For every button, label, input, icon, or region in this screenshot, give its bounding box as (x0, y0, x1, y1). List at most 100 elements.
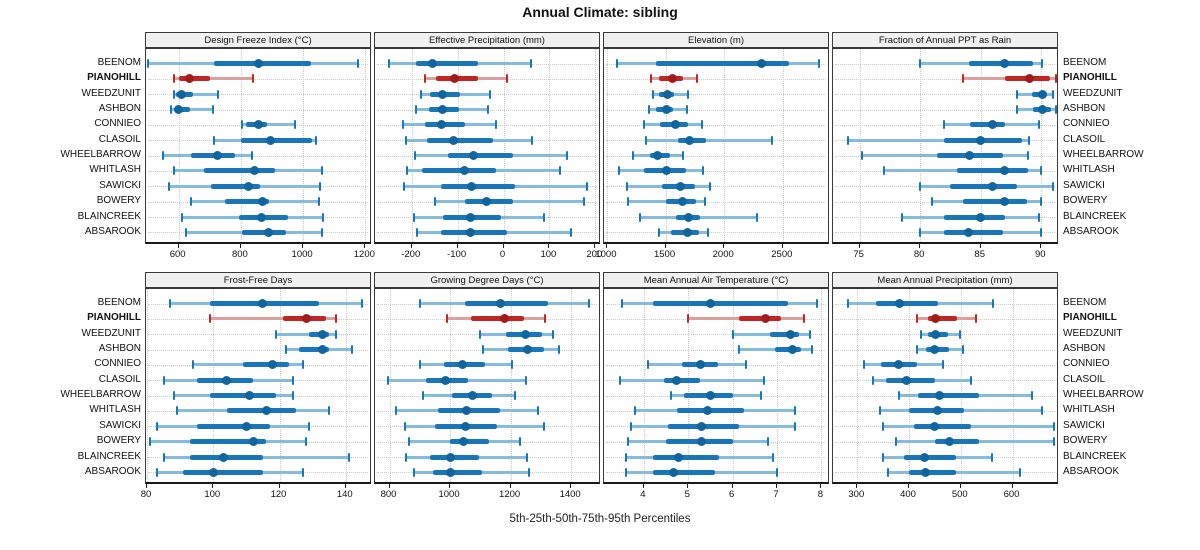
whisker-cap (632, 151, 635, 161)
row-guide (835, 109, 1055, 111)
row-guide (606, 186, 826, 188)
whisker-cap (208, 314, 211, 324)
axis-tick (364, 244, 366, 248)
axis-tick (145, 484, 147, 488)
whisker-cap (168, 181, 171, 191)
whisker-cap (882, 452, 885, 462)
gridline-x (909, 289, 911, 482)
whisker-cap (301, 467, 304, 477)
median-dot (894, 360, 904, 370)
median-dot (253, 120, 263, 130)
whisker-cap (387, 375, 390, 385)
panel-plot-design-freeze-index-c (145, 48, 371, 244)
median-dot (521, 329, 531, 339)
median-dot (318, 345, 328, 355)
site-label-connieo: CONNIEO (1063, 118, 1110, 130)
whisker-cap (687, 89, 690, 99)
median-dot (448, 135, 458, 145)
panel-plot-elevation-m (603, 48, 829, 244)
whisker-cap (760, 391, 763, 401)
gridline-x (782, 49, 784, 242)
whisker-cap (155, 421, 158, 431)
median-dot (895, 299, 905, 308)
median-dot (457, 360, 467, 370)
median-dot (253, 59, 263, 68)
median-dot (671, 375, 681, 385)
whisker-cap (213, 135, 216, 145)
whisker-cap (652, 89, 655, 99)
site-label-bowery: BOWERY (96, 195, 141, 207)
range-25-75 (226, 408, 297, 414)
whisker-cap (1054, 74, 1057, 84)
gridline-x (980, 49, 982, 242)
range-25-75 (944, 214, 1005, 220)
figure-title: Annual Climate: sibling (522, 4, 678, 20)
axis-tick-label: 90 (1034, 249, 1046, 260)
range-25-75 (209, 393, 277, 399)
axis-tick (570, 484, 572, 488)
axis-tick-label: 140 (336, 489, 353, 500)
panel-header-design-freeze-index-c: Design Freeze Index (°C) (145, 32, 371, 48)
axis-tick (344, 484, 346, 488)
whisker-cap (192, 360, 195, 370)
site-label-whitlash: WHITLASH (1063, 164, 1115, 176)
row-guide (606, 109, 826, 111)
panel-header-mean-annual-air-temperature-c: Mean Annual Air Temperature (°C) (603, 272, 829, 288)
gridline-x (365, 49, 367, 242)
whisker-cap (531, 135, 534, 145)
range-25-75 (441, 183, 515, 189)
axis-tick-label: 800 (380, 489, 397, 500)
site-label-blaincreek: BLAINCREEK (1063, 450, 1127, 462)
whisker-cap (348, 452, 351, 462)
axis-tick (642, 484, 644, 488)
median-dot (697, 437, 707, 447)
whisker-cap (173, 74, 175, 84)
whisker-cap (542, 421, 545, 431)
median-dot (222, 375, 232, 385)
range-25-75 (652, 454, 720, 460)
site-label-pianohill: PIANOHILL (87, 72, 141, 84)
site-label-beenom: BEENOM (97, 57, 141, 68)
site-label-absarook: ABSAROOK (84, 465, 141, 477)
whisker-cap (402, 120, 405, 130)
whisker-cap (394, 406, 397, 416)
percentiles-caption: 5th-25th-50th-75th-95th Percentiles (509, 513, 691, 525)
whisker-cap (629, 421, 632, 431)
gridline-x (1041, 49, 1043, 242)
panel-plot-frost-free-days (145, 288, 371, 484)
panel-header-frost-free-days: Frost-Free Days (145, 272, 371, 288)
whisker-cap (565, 151, 568, 161)
median-dot (695, 360, 705, 370)
range-25-75 (909, 469, 956, 475)
whisker-cap (847, 299, 849, 308)
panel-header-mean-annual-precipitation-mm: Mean Annual Precipitation (mm) (832, 272, 1058, 288)
range-25-75 (950, 183, 1018, 189)
site-label-whitlash: WHITLASH (1063, 404, 1115, 416)
median-dot (218, 452, 228, 462)
median-dot (756, 59, 766, 68)
axis-tick (239, 244, 241, 248)
whisker-cap (919, 329, 922, 339)
gridline-x (920, 49, 922, 242)
axis-tick-label: 500 (951, 489, 968, 500)
whisker-cap (625, 452, 628, 462)
axis-tick (731, 484, 733, 488)
whisker-cap (1052, 89, 1055, 99)
median-dot (661, 166, 671, 176)
median-dot (462, 406, 472, 416)
whisker-cap (861, 151, 864, 161)
whisker-cap (1030, 391, 1033, 401)
whisker-cap (424, 74, 427, 84)
range-25-75 (934, 439, 979, 445)
whisker-cap (558, 345, 561, 355)
site-label-bowery: BOWERY (96, 435, 141, 447)
whisker-cap (738, 345, 741, 355)
site-label-connieo: CONNIEO (94, 358, 141, 370)
whisker-cap (682, 151, 685, 161)
gridline-x (960, 289, 962, 482)
whisker-cap (536, 406, 539, 416)
axis-tick-label: 1400 (559, 489, 581, 500)
axis-tick-label: 4 (640, 489, 646, 500)
whisker-cap (518, 437, 521, 447)
whisker-cap (793, 421, 796, 431)
